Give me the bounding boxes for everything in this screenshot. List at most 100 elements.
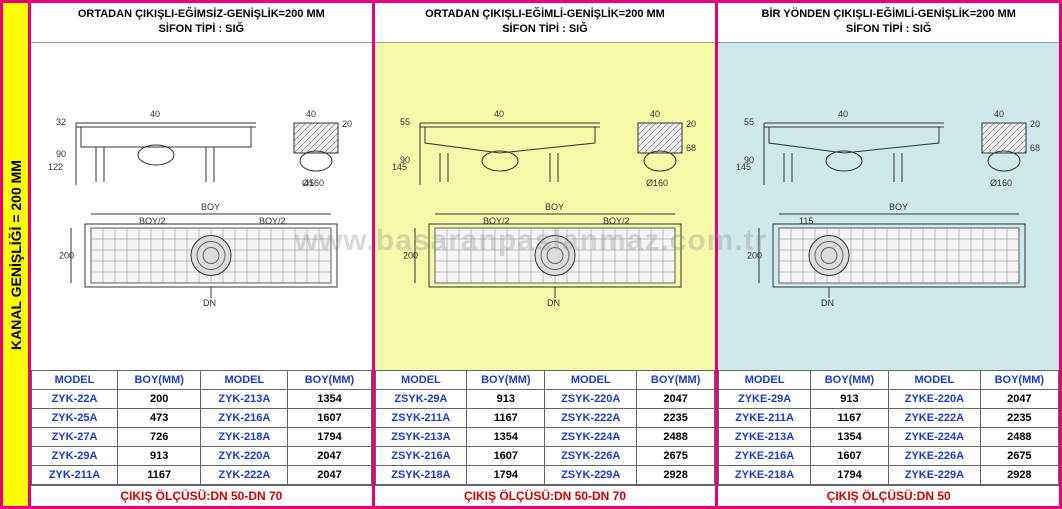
table-row: ZYK-22A200ZYK-213A1354: [32, 390, 372, 409]
diagram-area: 32 90 122 40 40 20 45 Ø160 BOY BOY/2 BOY…: [31, 43, 372, 370]
table-header: BOY(MM): [980, 371, 1058, 390]
dim-cell: 1354: [810, 428, 888, 447]
diagram-top-row: 55 90 145 40 40 20 68 Ø160: [724, 105, 1053, 190]
model-cell: ZYKE-226A: [889, 447, 980, 466]
model-cell: ZSYK-226A: [545, 447, 636, 466]
table-row: ZSYK-218A1794ZSYK-229A2928: [375, 466, 715, 485]
model-cell: ZYK-22A: [32, 390, 118, 409]
table-header: BOY(MM): [636, 371, 714, 390]
dim-cell: 2047: [288, 447, 371, 466]
plan-view: BOY 115 200 DN: [739, 198, 1039, 308]
svg-text:40: 40: [650, 109, 660, 119]
svg-text:Ø160: Ø160: [646, 178, 668, 188]
dim-cell: 200: [118, 390, 201, 409]
table-row: ZYKE-216A1607ZYKE-226A2675: [719, 447, 1059, 466]
model-cell: ZYK-211A: [32, 466, 118, 485]
diagram-top-row: 55 90 145 40 40 20 68 Ø160: [381, 105, 710, 190]
table-row: ZYK-211A1167ZYK-222A2047: [32, 466, 372, 485]
svg-text:68: 68: [686, 143, 696, 153]
dim-cell: 913: [467, 390, 545, 409]
svg-text:20: 20: [342, 119, 352, 129]
table-header: BOY(MM): [810, 371, 888, 390]
dim-cell: 2047: [980, 390, 1058, 409]
dim-cell: 1167: [118, 466, 201, 485]
svg-text:55: 55: [744, 117, 754, 127]
model-table: MODELBOY(MM)MODELBOY(MM)ZYKE-29A913ZYKE-…: [718, 370, 1059, 485]
diagram-area: 55 90 145 40 40 20 68 Ø160 BOY 115 200 D…: [718, 43, 1059, 370]
model-cell: ZSYK-218A: [375, 466, 466, 485]
dim-cell: 1607: [810, 447, 888, 466]
panel: ORTADAN ÇIKIŞLI-EĞİMSİZ-GENİŞLİK=200 MMS…: [31, 3, 375, 506]
table-header: BOY(MM): [288, 371, 371, 390]
side-elevation: 55 90 145 40: [734, 105, 954, 190]
model-cell: ZYKE-218A: [719, 466, 810, 485]
side-label-text: KANAL GENİŞLİĞİ = 200 MM: [8, 160, 24, 350]
svg-text:200: 200: [403, 250, 418, 260]
model-cell: ZSYK-216A: [375, 447, 466, 466]
svg-text:40: 40: [838, 109, 848, 119]
svg-text:68: 68: [1030, 143, 1040, 153]
model-cell: ZYKE-224A: [889, 428, 980, 447]
dim-cell: 2235: [636, 409, 714, 428]
svg-text:32: 32: [56, 117, 66, 127]
table-header: MODEL: [201, 371, 288, 390]
dim-cell: 1607: [288, 409, 371, 428]
model-table: MODELBOY(MM)MODELBOY(MM)ZYK-22A200ZYK-21…: [31, 370, 372, 485]
dim-cell: 2675: [980, 447, 1058, 466]
dim-cell: 2928: [980, 466, 1058, 485]
dim-cell: 2488: [980, 428, 1058, 447]
model-cell: ZYKE-211A: [719, 409, 810, 428]
table-header: MODEL: [375, 371, 466, 390]
table-header: MODEL: [889, 371, 980, 390]
panel-header: BİR YÖNDEN ÇIKIŞLI-EĞİMLİ-GENİŞLİK=200 M…: [718, 3, 1059, 43]
table-row: ZYKE-211A1167ZYKE-222A2235: [719, 409, 1059, 428]
panels-container: ORTADAN ÇIKIŞLI-EĞİMSİZ-GENİŞLİK=200 MMS…: [31, 3, 1059, 506]
table-row: ZSYK-216A1607ZSYK-226A2675: [375, 447, 715, 466]
model-cell: ZYK-29A: [32, 447, 118, 466]
dim-cell: 1167: [810, 409, 888, 428]
svg-text:40: 40: [494, 109, 504, 119]
panel: BİR YÖNDEN ÇIKIŞLI-EĞİMLİ-GENİŞLİK=200 M…: [718, 3, 1059, 506]
model-cell: ZYK-216A: [201, 409, 288, 428]
dim-cell: 1794: [810, 466, 888, 485]
dim-cell: 2488: [636, 428, 714, 447]
footer-note: ÇIKIŞ ÖLÇÜSÜ:DN 50-DN 70: [375, 485, 716, 506]
model-cell: ZSYK-211A: [375, 409, 466, 428]
model-cell: ZYK-222A: [201, 466, 288, 485]
side-label: KANAL GENİŞLİĞİ = 200 MM: [3, 3, 31, 506]
model-cell: ZYK-220A: [201, 447, 288, 466]
table-row: ZYKE-213A1354ZYKE-224A2488: [719, 428, 1059, 447]
model-cell: ZSYK-220A: [545, 390, 636, 409]
svg-text:200: 200: [747, 250, 762, 260]
table-row: ZSYK-213A1354ZSYK-224A2488: [375, 428, 715, 447]
model-cell: ZSYK-213A: [375, 428, 466, 447]
model-cell: ZYKE-213A: [719, 428, 810, 447]
model-cell: ZYKE-222A: [889, 409, 980, 428]
svg-text:40: 40: [306, 109, 316, 119]
dim-cell: 2047: [288, 466, 371, 485]
svg-text:DN: DN: [547, 298, 560, 308]
svg-text:20: 20: [1030, 119, 1040, 129]
dim-cell: 913: [810, 390, 888, 409]
svg-text:DN: DN: [203, 298, 216, 308]
svg-text:BOY: BOY: [889, 202, 908, 212]
footer-note: ÇIKIŞ ÖLÇÜSÜ:DN 50-DN 70: [31, 485, 372, 506]
model-cell: ZYK-25A: [32, 409, 118, 428]
panel-header: ORTADAN ÇIKIŞLI-EĞİMSİZ-GENİŞLİK=200 MMS…: [31, 3, 372, 43]
catalog-sheet: KANAL GENİŞLİĞİ = 200 MM ORTADAN ÇIKIŞLI…: [0, 0, 1062, 509]
dim-cell: 2047: [636, 390, 714, 409]
svg-text:90: 90: [56, 149, 66, 159]
end-elevation: 40 20 68 Ø160: [964, 105, 1044, 190]
plan-view: BOY BOY/2 BOY/2 200 DN: [51, 198, 351, 308]
diagram-top-row: 32 90 122 40 40 20 45 Ø160: [37, 105, 366, 190]
model-cell: ZYK-213A: [201, 390, 288, 409]
model-cell: ZYK-218A: [201, 428, 288, 447]
model-cell: ZSYK-224A: [545, 428, 636, 447]
model-cell: ZYKE-229A: [889, 466, 980, 485]
dim-cell: 1354: [467, 428, 545, 447]
svg-text:Ø160: Ø160: [990, 178, 1012, 188]
table-header: BOY(MM): [118, 371, 201, 390]
dim-cell: 1354: [288, 390, 371, 409]
model-cell: ZYKE-216A: [719, 447, 810, 466]
table-header: BOY(MM): [467, 371, 545, 390]
